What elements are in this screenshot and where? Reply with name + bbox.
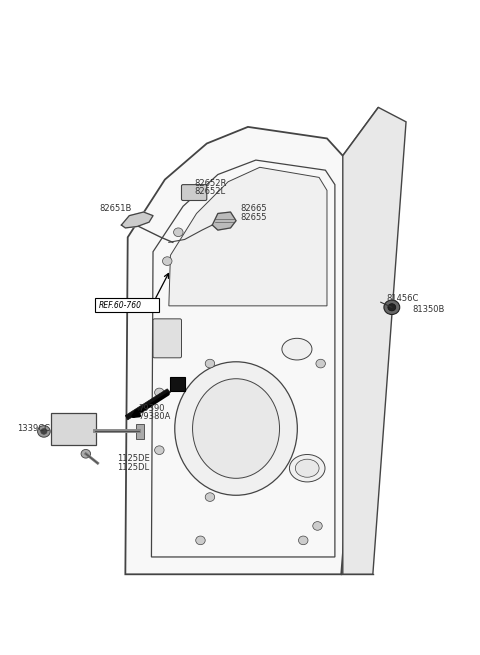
Text: 1125DL: 1125DL [118, 463, 150, 472]
Text: 81456C: 81456C [386, 294, 419, 303]
Polygon shape [121, 212, 153, 228]
Text: 82651B: 82651B [99, 204, 132, 213]
Ellipse shape [192, 379, 279, 478]
Circle shape [196, 536, 205, 545]
Ellipse shape [289, 455, 325, 482]
Circle shape [313, 521, 322, 531]
Bar [170, 377, 185, 391]
Text: 82655: 82655 [240, 213, 266, 221]
Text: 79390: 79390 [139, 404, 165, 413]
Ellipse shape [282, 339, 312, 360]
Text: 82652R: 82652R [194, 179, 227, 188]
Circle shape [316, 359, 325, 368]
Circle shape [384, 300, 400, 314]
Ellipse shape [175, 362, 297, 495]
Polygon shape [125, 389, 170, 420]
Polygon shape [343, 107, 406, 574]
Text: 1125DE: 1125DE [118, 455, 150, 463]
Circle shape [81, 449, 91, 458]
Circle shape [174, 228, 183, 236]
Circle shape [37, 426, 50, 437]
FancyBboxPatch shape [181, 185, 207, 200]
Circle shape [155, 446, 164, 455]
Polygon shape [125, 107, 378, 574]
Text: 82665: 82665 [240, 204, 266, 213]
Bar [136, 424, 144, 439]
Text: 79380A: 79380A [139, 413, 171, 421]
Circle shape [205, 359, 215, 368]
Circle shape [205, 493, 215, 502]
Circle shape [155, 388, 164, 397]
FancyBboxPatch shape [51, 413, 96, 445]
Text: 81350B: 81350B [412, 305, 445, 314]
Circle shape [388, 304, 396, 311]
Ellipse shape [295, 459, 319, 477]
Circle shape [299, 536, 308, 545]
Text: REF.60-760: REF.60-760 [98, 301, 142, 310]
Polygon shape [212, 212, 236, 230]
FancyBboxPatch shape [96, 298, 158, 312]
Text: 1339CC: 1339CC [17, 424, 50, 433]
FancyBboxPatch shape [153, 319, 181, 358]
Polygon shape [169, 167, 327, 306]
Circle shape [163, 257, 172, 265]
Circle shape [41, 428, 47, 434]
Text: 82652L: 82652L [194, 187, 225, 196]
